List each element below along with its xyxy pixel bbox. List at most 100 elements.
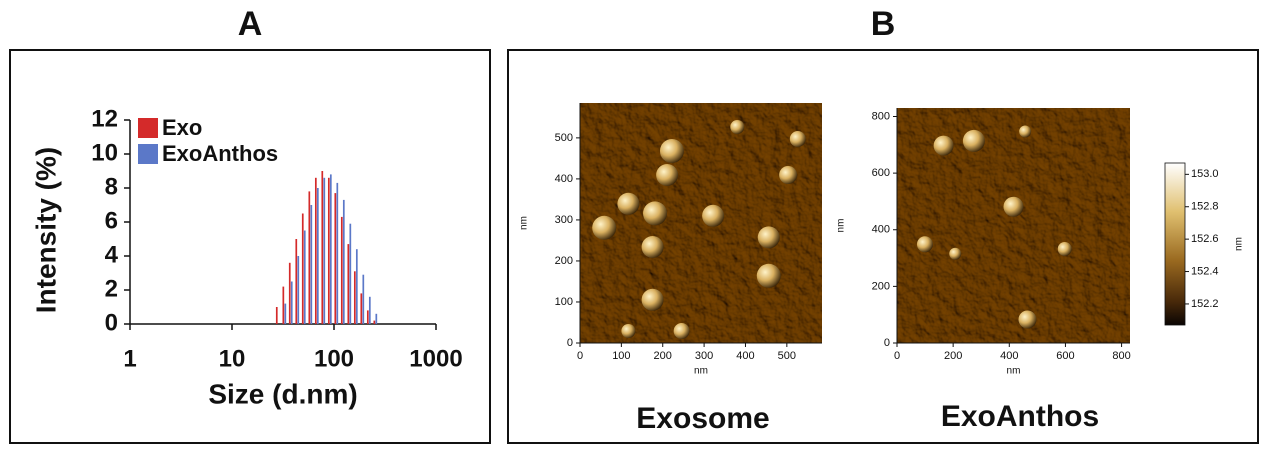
page: {"panels": ["A", "B"], "chart_data": [ {… — [0, 0, 1266, 449]
afm-surface — [897, 108, 1130, 343]
x-tick-label: 1 — [123, 345, 136, 372]
x-tick-label: 100 — [612, 350, 630, 362]
particle — [730, 120, 744, 134]
bar — [330, 174, 332, 324]
bar — [321, 171, 323, 324]
y-tick-label: 800 — [872, 110, 890, 122]
y-tick-label: 500 — [555, 132, 573, 144]
colorbar-tick-label: 152.2 — [1191, 298, 1219, 310]
bar — [369, 297, 371, 324]
legend-label: ExoAnthos — [162, 141, 278, 166]
bar — [297, 256, 299, 324]
particle — [1004, 197, 1024, 217]
y-tick-label: 4 — [105, 241, 119, 268]
bar — [336, 183, 338, 324]
colorbar-tick-label: 153.0 — [1191, 168, 1219, 180]
y-tick-label: 400 — [872, 224, 890, 236]
colorbar-tick-label: 152.6 — [1191, 233, 1219, 245]
particle — [660, 139, 684, 163]
particle — [656, 164, 678, 186]
panel-label: A — [238, 5, 263, 43]
particle — [1019, 126, 1031, 138]
y-axis-label: nm — [519, 216, 530, 230]
x-tick-label: 10 — [219, 345, 246, 372]
colorbar-tick-label: 152.8 — [1191, 201, 1219, 213]
bar — [334, 193, 336, 324]
particle — [621, 324, 635, 338]
bar — [360, 293, 362, 324]
bar — [343, 200, 345, 324]
x-tick-label: 300 — [695, 350, 713, 362]
y-tick-label: 10 — [91, 139, 118, 166]
particle — [702, 205, 724, 227]
bar — [323, 178, 325, 324]
particle — [617, 193, 639, 215]
particle — [757, 264, 781, 288]
particle — [642, 236, 664, 258]
afm-image — [580, 103, 822, 343]
y-tick-label: 300 — [555, 214, 573, 226]
afm-surface — [580, 103, 822, 343]
y-tick-label: 12 — [91, 105, 118, 132]
y-tick-label: 2 — [105, 275, 118, 302]
particle — [963, 130, 985, 152]
y-axis-label: Intensity (%) — [30, 147, 61, 313]
x-tick-label: 200 — [654, 350, 672, 362]
x-tick-label: 100 — [314, 345, 354, 372]
colorbar-label: nm — [1234, 237, 1245, 251]
x-axis-label: nm — [694, 366, 708, 377]
legend-swatch — [138, 118, 158, 138]
bar — [302, 214, 304, 325]
y-tick-label: 400 — [555, 173, 573, 185]
bar — [349, 224, 351, 324]
particle — [949, 248, 961, 260]
bar — [310, 205, 312, 324]
bar — [375, 314, 377, 324]
colorbar — [1165, 163, 1185, 325]
y-tick-label: 100 — [555, 296, 573, 308]
x-tick-label: 600 — [1056, 350, 1074, 362]
bar — [289, 263, 291, 324]
y-tick-label: 600 — [872, 167, 890, 179]
particle — [642, 289, 664, 311]
particle — [1018, 311, 1036, 329]
bar — [328, 178, 330, 324]
y-tick-label: 8 — [105, 173, 118, 200]
bar — [341, 217, 343, 324]
bar — [295, 239, 297, 324]
y-tick-label: 6 — [105, 207, 118, 234]
x-tick-label: 200 — [944, 350, 962, 362]
bar — [356, 249, 358, 324]
image-caption: ExoAnthos — [941, 400, 1099, 433]
legend-swatch — [138, 144, 158, 164]
bar — [276, 307, 278, 324]
particle — [790, 131, 806, 147]
x-tick-label: 1000 — [409, 345, 462, 372]
y-axis-label: nm — [836, 219, 847, 233]
panel-label: B — [871, 5, 896, 43]
y-tick-label: 200 — [555, 255, 573, 267]
bar — [282, 287, 284, 324]
particle — [758, 226, 780, 248]
particle — [643, 201, 667, 225]
bar — [284, 304, 286, 324]
bar — [362, 275, 364, 324]
particle — [934, 136, 954, 156]
x-tick-label: 500 — [778, 350, 796, 362]
x-axis-label: Size (d.nm) — [208, 378, 357, 409]
bar — [354, 271, 356, 324]
colorbar-tick-label: 152.4 — [1191, 265, 1219, 277]
x-tick-label: 0 — [577, 350, 583, 362]
y-tick-label: 0 — [884, 337, 890, 349]
x-tick-label: 800 — [1112, 350, 1130, 362]
y-tick-label: 0 — [567, 337, 573, 349]
bar — [291, 282, 293, 325]
bar — [347, 244, 349, 324]
x-tick-label: 0 — [894, 350, 900, 362]
x-axis-label: nm — [1007, 366, 1021, 377]
bar — [315, 178, 317, 324]
x-tick-label: 400 — [736, 350, 754, 362]
bar — [317, 188, 319, 324]
particle — [592, 216, 616, 240]
bar — [367, 310, 369, 324]
